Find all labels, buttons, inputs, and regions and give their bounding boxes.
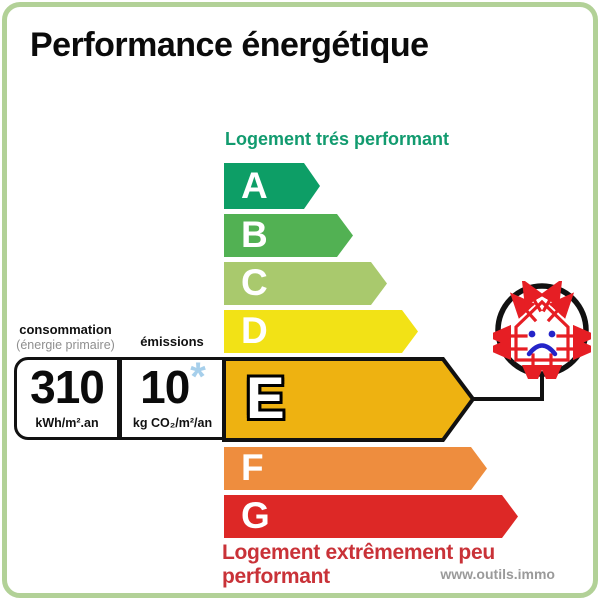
top-performance-label: Logement trés performant <box>225 129 450 149</box>
emissions-value-box: 10* kg CO₂/m²/an <box>119 356 226 440</box>
house-heat-loss-glyph <box>493 281 591 379</box>
energy-class-letter-a: A <box>241 164 268 206</box>
page-title: Performance énergétique <box>30 26 429 64</box>
consumption-heading: consommation (énergie primaire) <box>8 322 123 353</box>
current-class-arrow-shape <box>222 357 476 442</box>
energy-class-bar-a: A <box>224 163 320 209</box>
left-eye <box>528 330 536 338</box>
energy-class-bar-f: F <box>224 447 487 490</box>
consumption-unit: kWh/m².an <box>35 416 99 430</box>
bottom-performance-label: Logement extrêmement peu performant <box>222 541 495 588</box>
energy-class-bar-d: D <box>224 310 418 353</box>
sad-face <box>526 330 558 357</box>
right-eye <box>548 330 556 338</box>
consumption-label: consommation <box>19 322 112 337</box>
watermark-text: www.outils.immo <box>440 566 555 582</box>
energy-class-letter-c: C <box>241 262 268 303</box>
consumption-value: 310 <box>30 361 105 413</box>
emissions-asterisk: * <box>190 355 206 399</box>
emissions-value-line: 10* <box>140 356 206 413</box>
consumption-value-box: 310 kWh/m².an <box>14 357 120 440</box>
current-class-arrow <box>222 357 544 442</box>
current-class-letter: E <box>246 366 285 431</box>
energy-class-bar-c: C <box>224 262 387 305</box>
emissions-unit: kg CO₂/m²/an <box>132 416 213 430</box>
sad-house-heat-loss-icon <box>493 281 591 379</box>
emissions-label: émissions <box>140 334 204 349</box>
frown-mouth <box>526 343 558 357</box>
emissions-value: 10 <box>140 361 190 413</box>
energy-class-bar-b: B <box>224 214 353 257</box>
indicator-connector-line <box>472 375 544 401</box>
energy-class-letter-b: B <box>241 214 268 255</box>
consumption-sublabel: (énergie primaire) <box>16 337 115 352</box>
energy-class-bar-g: G <box>224 495 518 538</box>
energy-class-letter-f: F <box>241 447 264 488</box>
energy-class-letter-d: D <box>241 310 268 351</box>
emissions-heading: émissions <box>117 334 227 350</box>
energy-class-letter-g: G <box>241 495 270 536</box>
